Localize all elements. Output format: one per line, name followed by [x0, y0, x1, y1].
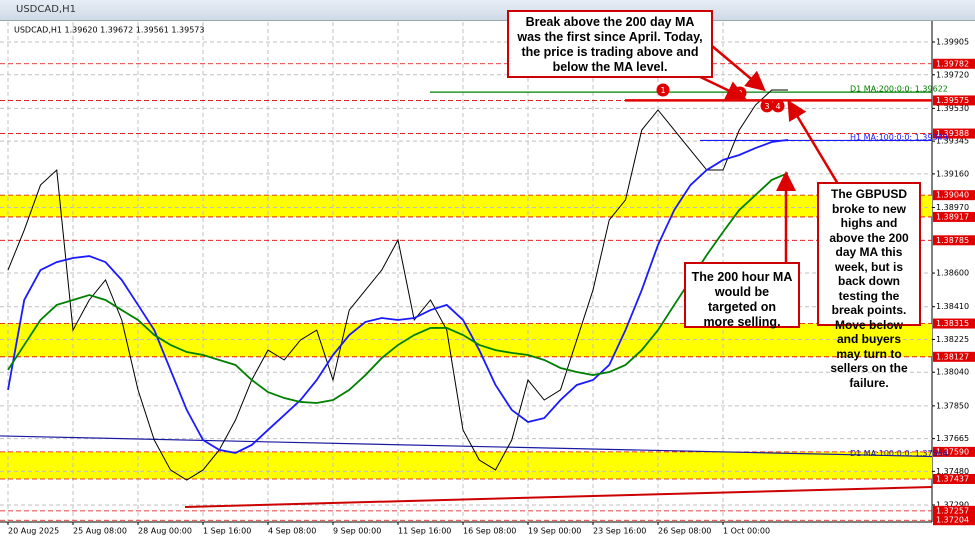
level-tag [933, 505, 975, 516]
y-tick-label: 1.39530 [936, 104, 969, 113]
annotation: The 200 hour MA would be targeted on mor… [684, 262, 800, 329]
level-label: 1.38315 [936, 319, 969, 328]
marker-label: 1 [660, 86, 665, 95]
x-tick-label: 26 Sep 08:00 [658, 527, 711, 536]
chart-info: USDCAD,H1 1.39620 1.39672 1.39561 1.3957… [14, 26, 204, 35]
ma-label: D1 MA:100:0:0: 1.37564 [850, 449, 948, 458]
y-tick-label: 1.38040 [936, 368, 969, 377]
marker [760, 99, 774, 113]
zone [0, 451, 932, 479]
ma-label: D1 MA:200:0:0: 1.39622 [850, 85, 948, 94]
level-tag [933, 446, 975, 457]
level-label: 1.37437 [936, 474, 969, 483]
x-tick-label: 4 Sep 08:00 [268, 527, 316, 536]
y-tick-label: 1.39345 [936, 137, 969, 146]
title-bar: USDCAD,H1 [0, 0, 975, 21]
x-tick-label: 28 Aug 00:00 [138, 527, 192, 536]
y-tick-label: 1.38600 [936, 269, 969, 278]
y-tick-label: 1.37850 [936, 401, 969, 410]
series-line [7, 172, 789, 404]
zone [0, 195, 932, 217]
marker-label: 3 [764, 102, 769, 111]
level-label: 1.37257 [936, 506, 969, 515]
y-tick-label: 1.38410 [936, 302, 969, 311]
marker [656, 83, 670, 97]
y-tick-label: 1.39160 [936, 169, 969, 178]
level-tag [933, 95, 975, 106]
window-title: USDCAD,H1 [16, 4, 76, 15]
level-label: 1.38127 [936, 352, 969, 361]
x-tick-label: 25 Aug 08:00 [73, 527, 127, 536]
x-tick-label: 23 Sep 16:00 [593, 527, 646, 536]
annotation: The GBPUSD broke to new highs and above … [817, 182, 921, 390]
x-tick-label: 1 Oct 00:00 [723, 527, 770, 536]
level-label: 1.37590 [936, 447, 969, 456]
level-tag [933, 190, 975, 201]
annotation: Break above the 200 day MA was the first… [507, 10, 713, 78]
level-label: 1.39388 [936, 129, 969, 138]
y-tick-label: 1.37665 [936, 434, 969, 443]
series-line [7, 89, 788, 481]
ma-label: H1 MA:100:0:0: 1.39349 [850, 133, 948, 142]
level-tag [933, 235, 975, 246]
level-label: 1.39782 [936, 59, 969, 68]
time-axis [0, 522, 932, 543]
marker [771, 99, 785, 113]
y-tick-label: 1.39905 [936, 38, 969, 47]
ma-line [0, 435, 933, 458]
level-label: 1.37204 [936, 516, 969, 525]
level-label: 1.38785 [936, 236, 969, 245]
y-tick-label: 1.38225 [936, 335, 969, 344]
level-label: 1.39040 [936, 191, 969, 200]
x-tick-label: 20 Aug 2025 [8, 527, 59, 536]
level-tag [933, 58, 975, 69]
level-tag [933, 351, 975, 362]
x-tick-label: 1 Sep 16:00 [203, 527, 251, 536]
x-tick-label: 19 Sep 00:00 [528, 527, 581, 536]
level-tag [933, 128, 975, 139]
x-tick-label: 9 Sep 00:00 [333, 527, 381, 536]
level-tag [933, 211, 975, 222]
level-tag [933, 473, 975, 484]
y-tick-label: 1.37290 [936, 501, 969, 510]
x-tick-label: 11 Sep 16:00 [398, 527, 451, 536]
trendline [184, 485, 933, 508]
marker-label: 4 [775, 102, 780, 111]
x-tick-label: 16 Sep 08:00 [463, 527, 516, 536]
level-label: 1.38917 [936, 212, 969, 221]
level-tag [933, 515, 975, 526]
level-label: 1.39575 [936, 96, 969, 105]
y-tick-label: 1.37480 [936, 467, 969, 476]
zone [0, 323, 932, 357]
level-tag [933, 318, 975, 329]
y-tick-label: 1.38970 [936, 203, 969, 212]
series-line [7, 139, 789, 454]
y-tick-label: 1.39720 [936, 70, 969, 79]
